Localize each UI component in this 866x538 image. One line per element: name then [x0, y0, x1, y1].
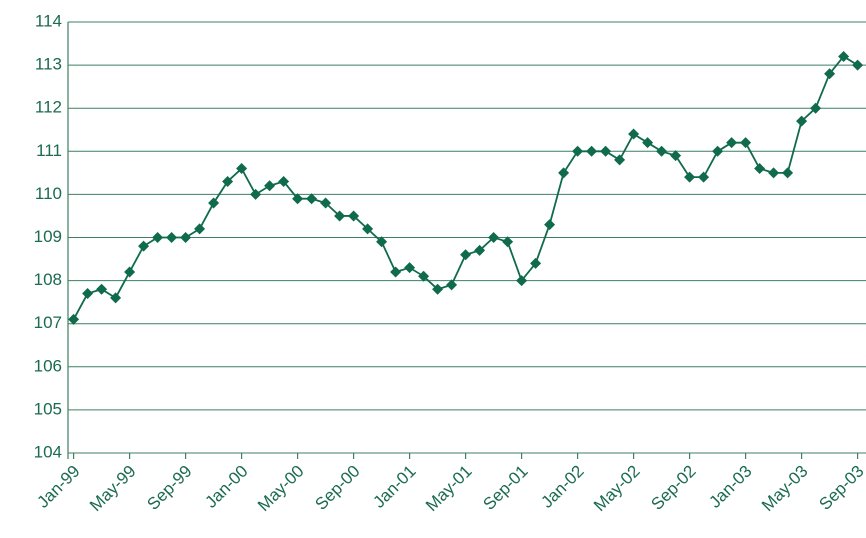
x-tick-label: May-00 [254, 462, 308, 516]
x-tick-label: May-02 [590, 462, 644, 516]
point [600, 145, 612, 157]
point [572, 145, 584, 157]
point [432, 283, 444, 295]
y-tick-label: 109 [34, 227, 62, 246]
point [390, 266, 402, 278]
point [404, 262, 416, 274]
point [110, 292, 122, 304]
point [628, 128, 640, 140]
point [516, 275, 528, 287]
point [838, 50, 850, 62]
point [124, 266, 136, 278]
point [698, 171, 710, 183]
line [72, 55, 859, 320]
point [684, 171, 696, 183]
point [82, 288, 94, 300]
point [166, 232, 178, 243]
y-tick-label: 112 [35, 98, 62, 117]
y-tick-label: 104 [34, 442, 62, 461]
point [488, 232, 500, 243]
x-tick-label: Jan-01 [369, 462, 419, 512]
point [320, 197, 332, 209]
point [348, 210, 360, 222]
y-tick-label: 113 [35, 55, 62, 74]
point [194, 223, 206, 235]
x-tick-label: Sep-99 [143, 462, 195, 514]
point [138, 240, 150, 252]
x-tick-label: Sep-03 [815, 462, 866, 514]
point [180, 232, 192, 243]
y-tick-label: 111 [36, 141, 62, 160]
point [362, 223, 374, 235]
x-tick-label: Jan-00 [201, 462, 251, 512]
point [740, 137, 752, 149]
x-tick-label: Jan-02 [537, 462, 587, 512]
y-tick-label: 107 [34, 313, 62, 332]
point [810, 102, 822, 114]
point [264, 180, 276, 192]
x-tick-label: Sep-01 [479, 462, 531, 514]
point [306, 193, 318, 205]
point [474, 244, 486, 256]
point [754, 163, 766, 175]
y-tick-label: 114 [35, 11, 62, 30]
point [292, 193, 304, 205]
point [446, 279, 458, 291]
point [768, 167, 780, 179]
point [642, 137, 654, 149]
point [782, 167, 794, 179]
y-tick-label: 110 [35, 184, 62, 203]
point [250, 188, 262, 200]
x-tick-label: Jan-03 [705, 462, 755, 512]
y-tick-label: 105 [34, 399, 62, 418]
point [796, 115, 808, 127]
x-tick-label: May-01 [422, 462, 476, 516]
point [712, 145, 724, 157]
x-tick-label: Jan-99 [33, 462, 83, 512]
point [852, 59, 864, 71]
point [558, 167, 570, 179]
point [670, 150, 682, 162]
point [68, 313, 80, 325]
x-tick-label: Sep-00 [311, 462, 363, 514]
point [208, 197, 220, 209]
point [614, 154, 626, 166]
x-tick-label: May-99 [86, 462, 140, 516]
point [376, 236, 388, 248]
x-tick-label: May-03 [758, 462, 812, 516]
point [334, 210, 346, 222]
point [152, 232, 164, 243]
point [586, 145, 598, 157]
point [222, 175, 234, 187]
point [726, 137, 738, 149]
point [656, 145, 668, 157]
x-tick-label: Sep-02 [647, 462, 699, 514]
point [418, 270, 430, 282]
point [96, 283, 108, 295]
point [278, 175, 290, 187]
point [460, 249, 472, 261]
point [530, 257, 542, 269]
point [544, 219, 556, 231]
y-tick-label: 108 [34, 270, 62, 289]
point [824, 68, 836, 80]
y-tick-label: 106 [34, 356, 62, 375]
point [502, 236, 514, 248]
point [236, 163, 248, 175]
